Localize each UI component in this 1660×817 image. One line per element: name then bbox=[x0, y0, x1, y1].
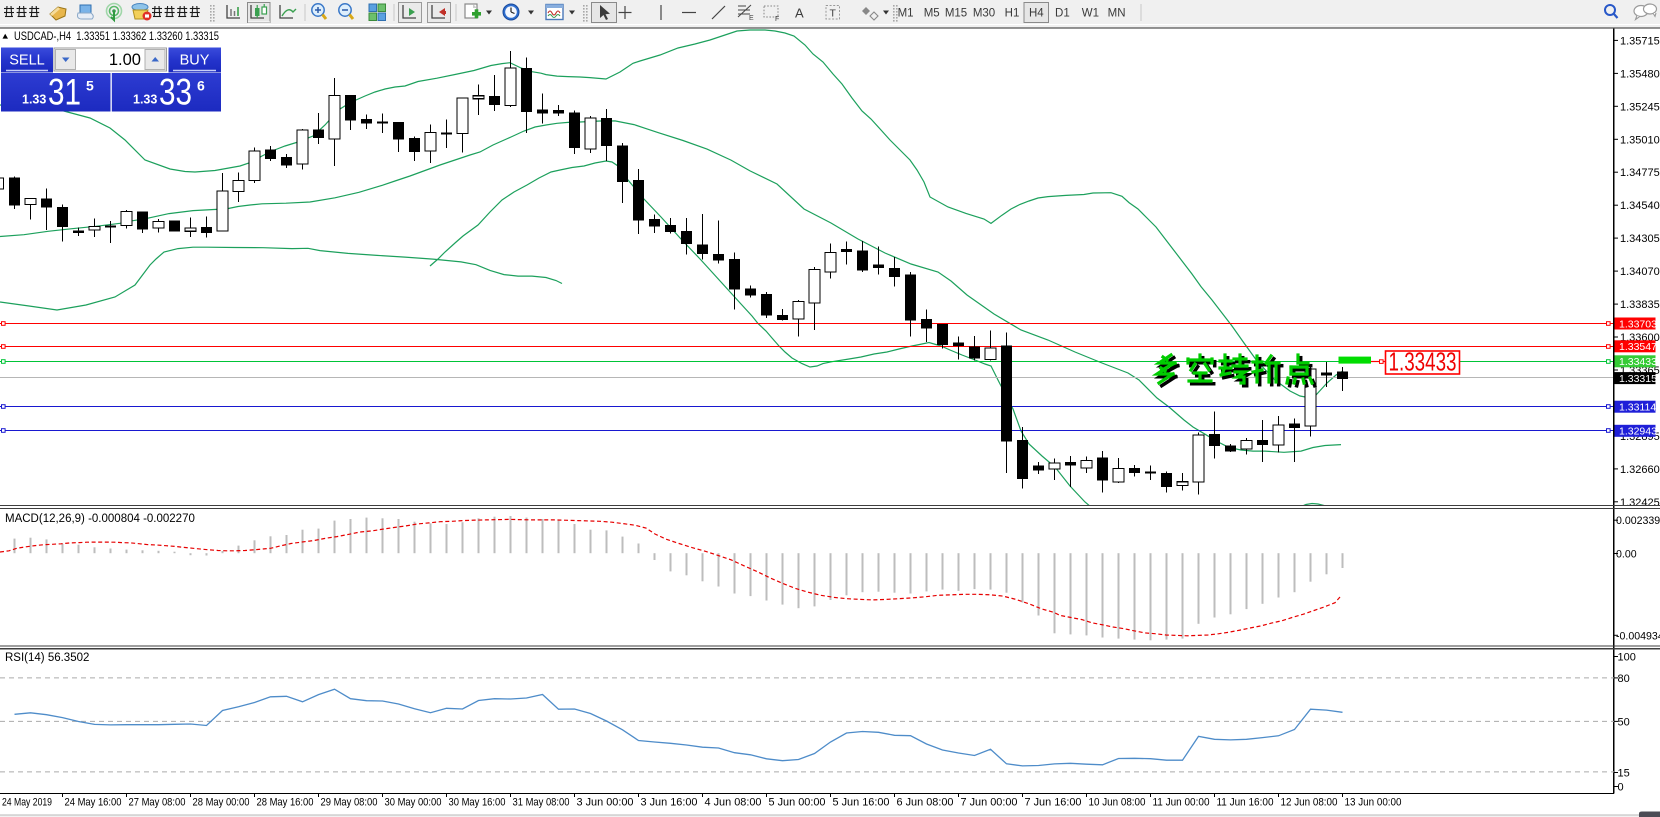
svg-text:1.33547: 1.33547 bbox=[1619, 341, 1657, 353]
svg-text:T: T bbox=[830, 8, 837, 20]
svg-text:15: 15 bbox=[1618, 768, 1630, 780]
svg-text:1.32660: 1.32660 bbox=[1620, 464, 1660, 476]
svg-text:M5: M5 bbox=[924, 8, 940, 20]
svg-text:1.33835: 1.33835 bbox=[1620, 299, 1660, 311]
svg-text:28 May 00:00: 28 May 00:00 bbox=[193, 797, 250, 809]
svg-text:1.34070: 1.34070 bbox=[1620, 266, 1660, 278]
svg-text:1.33114: 1.33114 bbox=[1619, 402, 1656, 414]
svg-text:28 May 16:00: 28 May 16:00 bbox=[257, 797, 314, 809]
svg-text:1.35010: 1.35010 bbox=[1620, 134, 1660, 146]
svg-text:3 Jun 00:00: 3 Jun 00:00 bbox=[577, 797, 634, 809]
svg-text:1.33: 1.33 bbox=[22, 93, 46, 107]
svg-text:5: 5 bbox=[86, 78, 94, 94]
svg-text:1.34540: 1.34540 bbox=[1620, 200, 1660, 212]
svg-text:-0.004934: -0.004934 bbox=[1616, 630, 1660, 642]
svg-text:13 Jun 00:00: 13 Jun 00:00 bbox=[1345, 797, 1402, 809]
svg-text:H1: H1 bbox=[1005, 8, 1020, 20]
svg-text:5 Jun 00:00: 5 Jun 00:00 bbox=[769, 797, 826, 809]
svg-text:1.32425: 1.32425 bbox=[1620, 497, 1660, 509]
svg-text:1.33315: 1.33315 bbox=[1619, 373, 1657, 385]
svg-text:MACD(12,26,9) -0.000804 -0.002: MACD(12,26,9) -0.000804 -0.002270 bbox=[5, 513, 195, 525]
svg-text:7 Jun 00:00: 7 Jun 00:00 bbox=[961, 797, 1018, 809]
svg-text:7 Jun 16:00: 7 Jun 16:00 bbox=[1025, 797, 1082, 809]
svg-text:1.33703: 1.33703 bbox=[1619, 318, 1657, 330]
svg-text:W1: W1 bbox=[1082, 8, 1099, 20]
svg-text:3 Jun 16:00: 3 Jun 16:00 bbox=[641, 797, 698, 809]
svg-text:0.00: 0.00 bbox=[1616, 549, 1637, 561]
svg-text:1.34775: 1.34775 bbox=[1620, 167, 1660, 179]
svg-text:30 May 16:00: 30 May 16:00 bbox=[449, 797, 506, 809]
svg-text:BUY: BUY bbox=[180, 53, 210, 69]
svg-text:12 Jun 08:00: 12 Jun 08:00 bbox=[1281, 797, 1338, 809]
svg-text:100: 100 bbox=[1618, 652, 1636, 664]
svg-text:5 Jun 16:00: 5 Jun 16:00 bbox=[833, 797, 890, 809]
svg-text:10 Jun 08:00: 10 Jun 08:00 bbox=[1089, 797, 1146, 809]
svg-text:1.33: 1.33 bbox=[133, 93, 157, 107]
svg-text:30 May 00:00: 30 May 00:00 bbox=[385, 797, 442, 809]
svg-text:33: 33 bbox=[159, 72, 192, 113]
svg-text:1.33433: 1.33433 bbox=[1619, 356, 1657, 368]
svg-text:1.35480: 1.35480 bbox=[1620, 68, 1660, 80]
svg-text:1.32943: 1.32943 bbox=[1619, 426, 1657, 438]
svg-text:6: 6 bbox=[197, 78, 205, 94]
svg-text:H4: H4 bbox=[1029, 8, 1044, 20]
svg-text:1.33433: 1.33433 bbox=[1389, 347, 1457, 377]
svg-text:0.002339: 0.002339 bbox=[1616, 515, 1660, 527]
svg-text:11 Jun 16:00: 11 Jun 16:00 bbox=[1217, 797, 1274, 809]
svg-text:11 Jun 00:00: 11 Jun 00:00 bbox=[1153, 797, 1210, 809]
svg-text:24 May 2019: 24 May 2019 bbox=[2, 797, 52, 809]
svg-text:E: E bbox=[749, 15, 754, 22]
svg-text:24 May 16:00: 24 May 16:00 bbox=[65, 797, 122, 809]
svg-text:29 May 08:00: 29 May 08:00 bbox=[321, 797, 378, 809]
svg-text:6 Jun 08:00: 6 Jun 08:00 bbox=[897, 797, 954, 809]
svg-text:M30: M30 bbox=[973, 8, 995, 20]
svg-text:80: 80 bbox=[1618, 673, 1630, 685]
svg-text:MN: MN bbox=[1108, 8, 1126, 20]
svg-text:A: A bbox=[795, 6, 804, 21]
svg-text:50: 50 bbox=[1618, 716, 1630, 728]
svg-text:27 May 08:00: 27 May 08:00 bbox=[129, 797, 186, 809]
svg-text:1.35715: 1.35715 bbox=[1620, 35, 1660, 47]
svg-text:4 Jun 08:00: 4 Jun 08:00 bbox=[705, 797, 762, 809]
svg-text:SELL: SELL bbox=[9, 53, 44, 69]
svg-text:RSI(14) 56.3502: RSI(14) 56.3502 bbox=[5, 652, 89, 664]
svg-text:1.00: 1.00 bbox=[109, 51, 141, 69]
svg-text:M15: M15 bbox=[945, 8, 967, 20]
svg-text:F: F bbox=[775, 16, 779, 23]
svg-text:31 May 08:00: 31 May 08:00 bbox=[513, 797, 570, 809]
svg-text:D1: D1 bbox=[1055, 8, 1070, 20]
svg-text:USDCAD-,H4 1.33351 1.33362 1.: USDCAD-,H4 1.33351 1.33362 1.33260 1.333… bbox=[14, 29, 219, 43]
svg-text:1.34305: 1.34305 bbox=[1620, 233, 1660, 245]
svg-text:1.35245: 1.35245 bbox=[1620, 101, 1660, 113]
svg-text:0: 0 bbox=[1618, 782, 1624, 794]
svg-text:M1: M1 bbox=[898, 8, 914, 20]
svg-text:31: 31 bbox=[48, 72, 81, 113]
